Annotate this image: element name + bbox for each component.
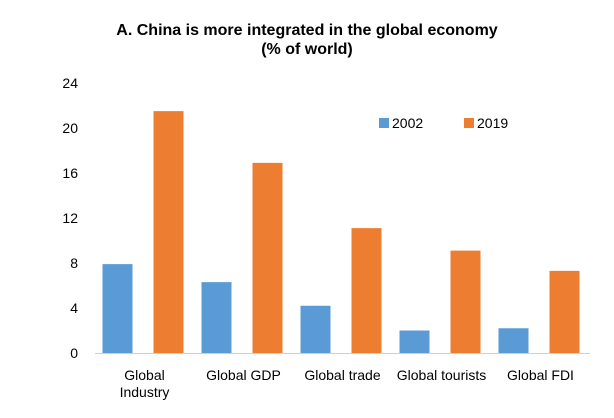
chart-title-line2: (% of world) [261,41,353,58]
y-tick-label: 12 [62,210,78,226]
legend-label-2019: 2019 [477,115,508,131]
legend-swatch-2002 [379,118,389,128]
bar-2019-1 [252,162,283,353]
y-tick-label: 20 [62,120,78,136]
x-category-label: Industry [120,384,170,400]
bar-2019-3 [450,250,481,353]
bar-2002-3 [399,330,430,353]
bar-2002-0 [102,264,133,353]
y-tick-label: 16 [62,165,78,181]
chart-title: A. China is more integrated in the globa… [0,21,614,59]
x-category-label: Global trade [304,367,380,383]
x-category-label: Global tourists [397,367,486,383]
bar-2002-4 [498,328,529,353]
y-tick-label: 4 [70,300,78,316]
chart-title-line1: A. China is more integrated in the globa… [116,22,498,39]
x-category-label: Global [124,367,164,383]
y-tick-label: 24 [62,75,78,91]
bar-2019-4 [549,270,580,353]
legend-swatch-2019 [464,118,474,128]
legend-label-2002: 2002 [392,115,423,131]
bar-2019-2 [351,228,382,353]
x-category-label: Global GDP [206,367,281,383]
bar-2002-1 [201,282,232,353]
y-tick-label: 8 [70,255,78,271]
y-tick-label: 0 [70,345,78,361]
bar-2002-2 [300,305,331,353]
x-category-label: Global FDI [507,367,574,383]
bar-2019-0 [153,111,184,353]
